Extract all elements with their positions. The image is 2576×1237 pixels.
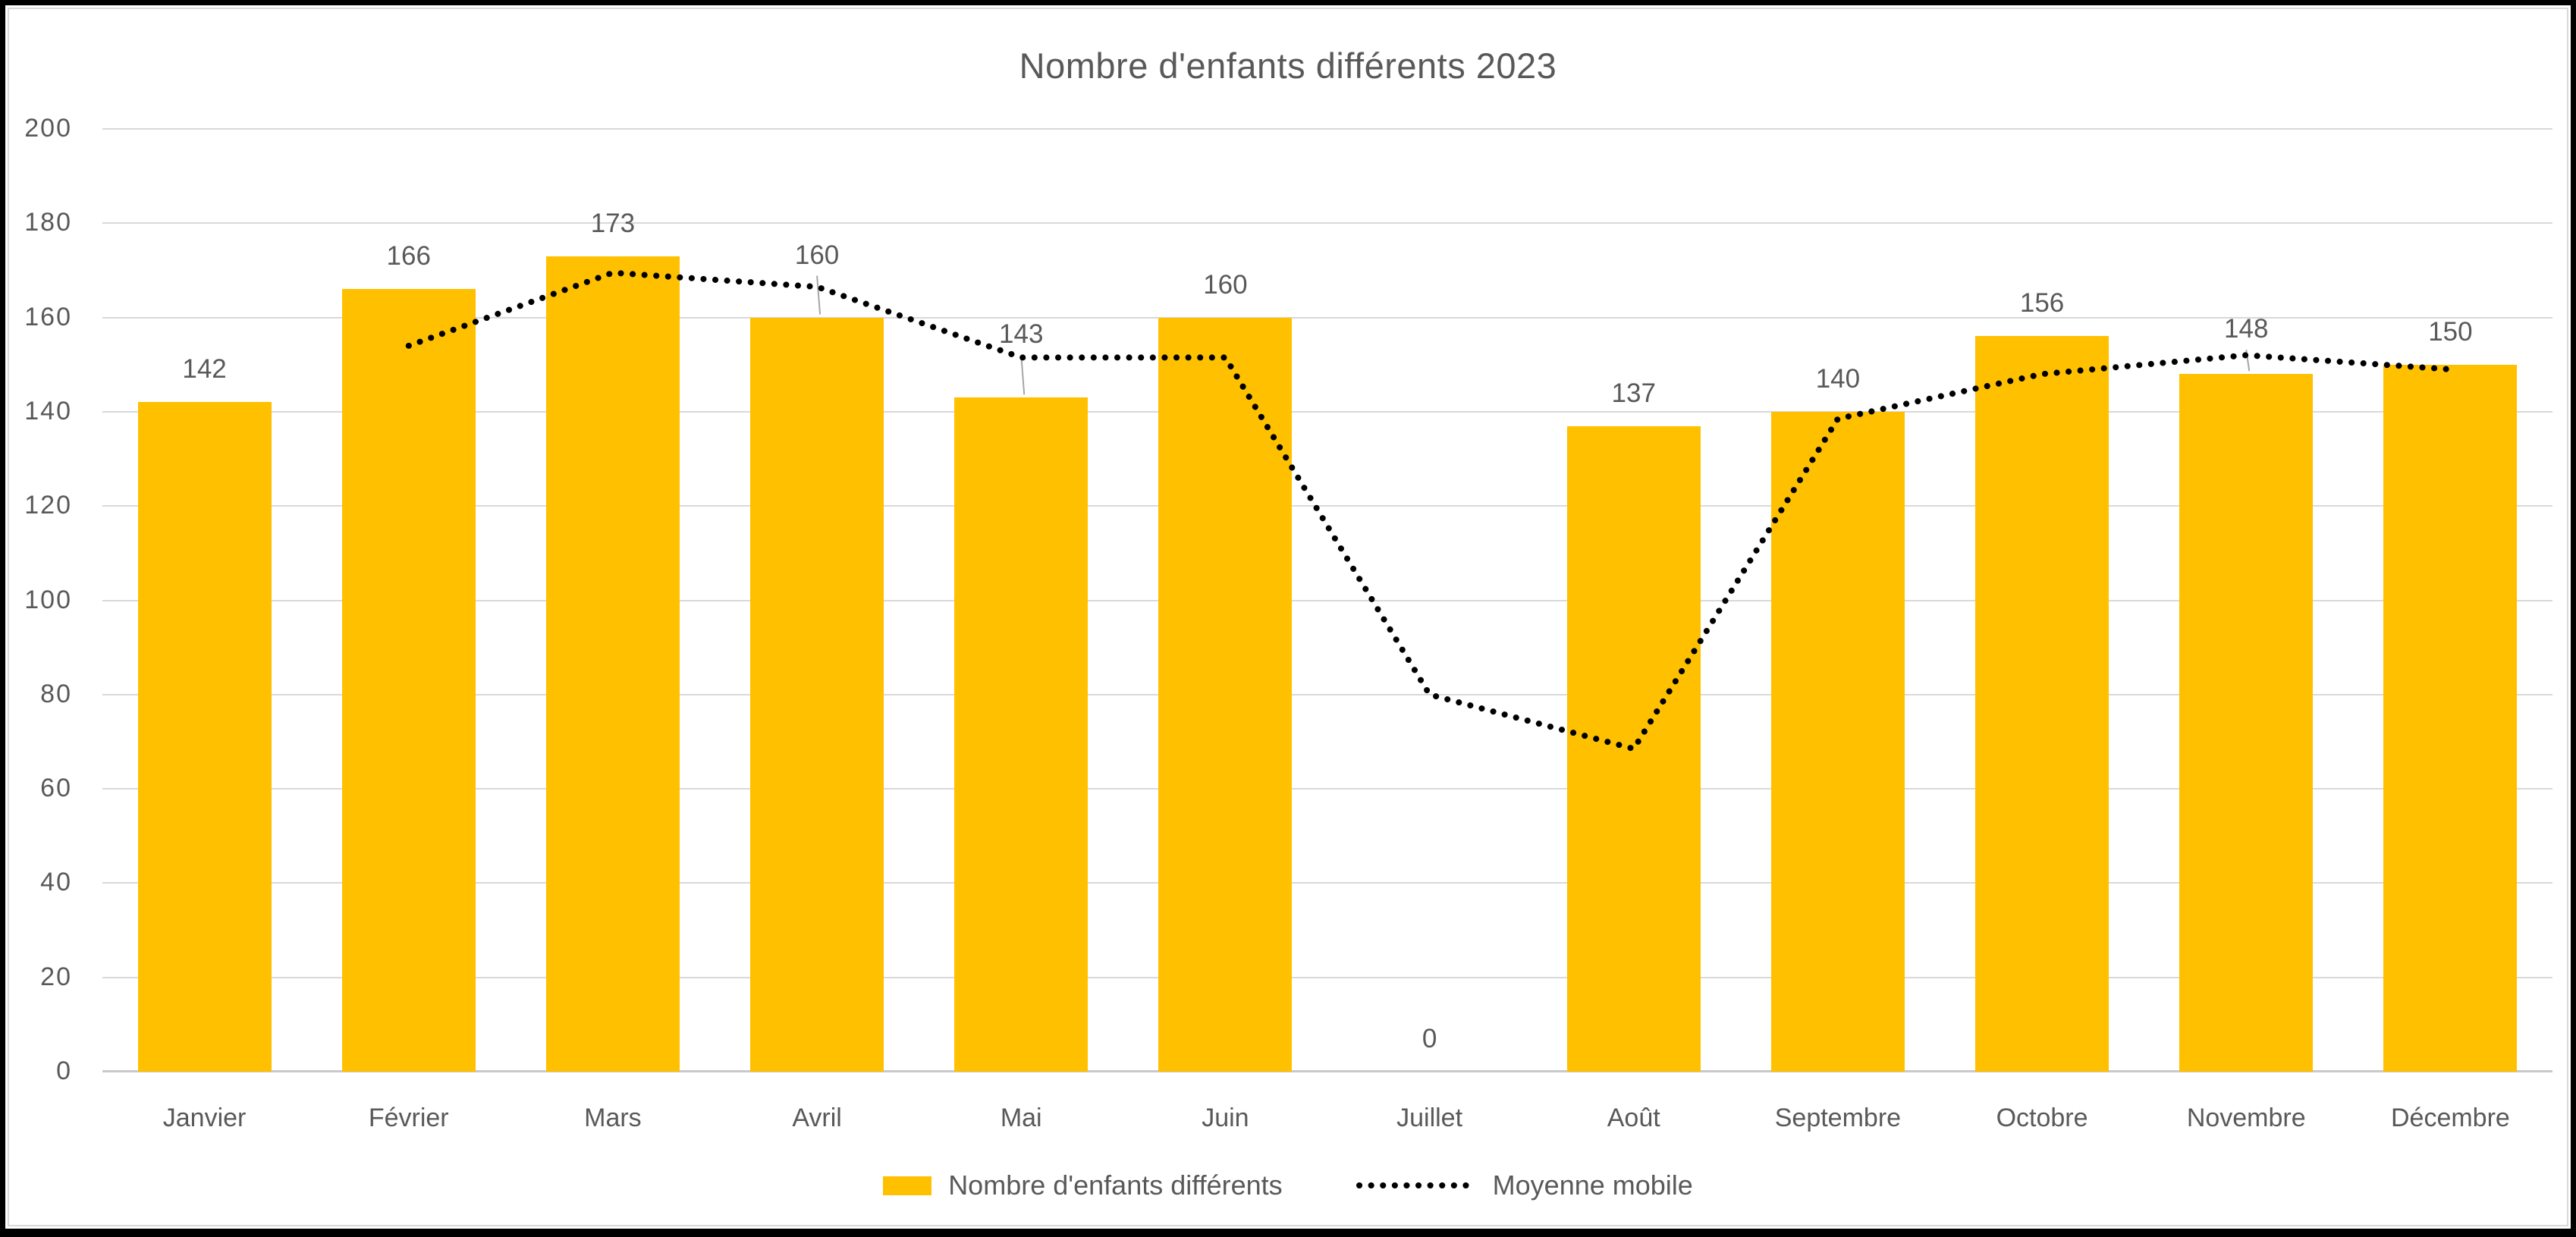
- legend-line-label: Moyenne mobile: [1492, 1169, 1693, 1201]
- gridline: [102, 976, 2552, 978]
- bar-janvier: [137, 402, 272, 1072]
- bar-value-label: 160: [1203, 269, 1248, 300]
- moving-average-layer: [405, 269, 2454, 752]
- bar-value-label: 160: [794, 240, 840, 270]
- bar-juin: [1158, 317, 1293, 1072]
- bar-value-label: 137: [1611, 378, 1656, 408]
- x-axis-label-février: Février: [368, 1104, 449, 1132]
- legend-bar-label: Nombre d'enfants différents: [948, 1169, 1283, 1201]
- plot-area: 142 166 173 160 143 160 0 137 140 156 148 150: [102, 128, 2552, 1072]
- x-axis-label-septembre: Septembre: [1774, 1104, 1902, 1132]
- gridline: [102, 128, 2552, 130]
- gridline: [102, 693, 2552, 695]
- y-axis-label: 120: [24, 491, 72, 520]
- chart-surface: Nombre d'enfants différents 2023 142 166 1…: [5, 5, 2571, 1229]
- y-axis-label: 180: [24, 208, 72, 237]
- y-axis-label: 200: [24, 114, 72, 143]
- gridline: [102, 599, 2552, 601]
- x-axis-label-août: Août: [1607, 1104, 1660, 1132]
- bar-août: [1566, 425, 1701, 1072]
- gridline: [102, 222, 2552, 224]
- bar-mars: [545, 256, 680, 1072]
- bar-septembre: [1770, 411, 1905, 1072]
- y-axis-label: 60: [40, 774, 72, 803]
- legend-item-bars: Nombre d'enfants différents: [883, 1169, 1283, 1201]
- gridline: [102, 882, 2552, 884]
- legend-bar-swatch-icon: [883, 1176, 932, 1195]
- gridline: [102, 788, 2552, 790]
- x-axis-label-novembre: Novembre: [2186, 1104, 2306, 1132]
- x-axis-label-mai: Mai: [1000, 1104, 1042, 1132]
- y-axis-label: 160: [24, 302, 72, 331]
- gridline: [102, 316, 2552, 319]
- y-axis-label: 20: [40, 962, 72, 991]
- bar-value-label: 166: [386, 241, 431, 272]
- bar-value-label: 148: [2224, 314, 2269, 344]
- y-axis-label: 80: [40, 679, 72, 708]
- gridline: [102, 505, 2552, 507]
- x-axis-label-avril: Avril: [792, 1104, 842, 1132]
- y-axis-label: 0: [56, 1056, 72, 1085]
- x-axis-line: [102, 1070, 2552, 1072]
- bar-value-label: 150: [2428, 316, 2473, 347]
- label-leader-line: [816, 275, 821, 315]
- x-axis-label-octobre: Octobre: [1996, 1104, 2088, 1132]
- moving-average-path: [405, 269, 2454, 752]
- x-axis-label-janvier: Janvier: [162, 1104, 247, 1132]
- x-axis-label-juillet: Juillet: [1396, 1104, 1463, 1132]
- bar-value-label: 156: [2019, 288, 2065, 319]
- x-axis-label-juin: Juin: [1202, 1104, 1249, 1132]
- legend-item-line: Moyenne mobile: [1355, 1169, 1693, 1201]
- chart-border: [8, 8, 2568, 1226]
- legend: Nombre d'enfants différents Moyenne mobi…: [5, 1164, 2571, 1207]
- legend-dotted-line-icon: [1356, 1182, 1475, 1188]
- bar-avril: [750, 317, 884, 1072]
- chart-title: Nombre d'enfants différents 2023: [1019, 46, 1557, 86]
- bar-value-label: 143: [999, 319, 1044, 350]
- bar-novembre: [2179, 374, 2314, 1072]
- label-leader-line: [1020, 355, 1026, 395]
- y-axis-label: 140: [24, 396, 72, 425]
- bar-mai: [954, 397, 1089, 1072]
- bar-value-label: 142: [182, 354, 227, 385]
- bar-value-label: 173: [590, 208, 636, 238]
- x-axis-label-mars: Mars: [584, 1104, 642, 1132]
- bar-décembre: [2383, 364, 2518, 1072]
- bar-octobre: [1975, 336, 2109, 1072]
- x-axis-label-décembre: Décembre: [2390, 1104, 2510, 1132]
- bar-value-label: 140: [1815, 363, 1861, 394]
- y-axis-label: 40: [40, 868, 72, 897]
- y-axis-label: 100: [24, 585, 72, 614]
- bar-value-label: 0: [1422, 1024, 1437, 1053]
- gridline: [102, 410, 2552, 413]
- bar-février: [341, 289, 476, 1072]
